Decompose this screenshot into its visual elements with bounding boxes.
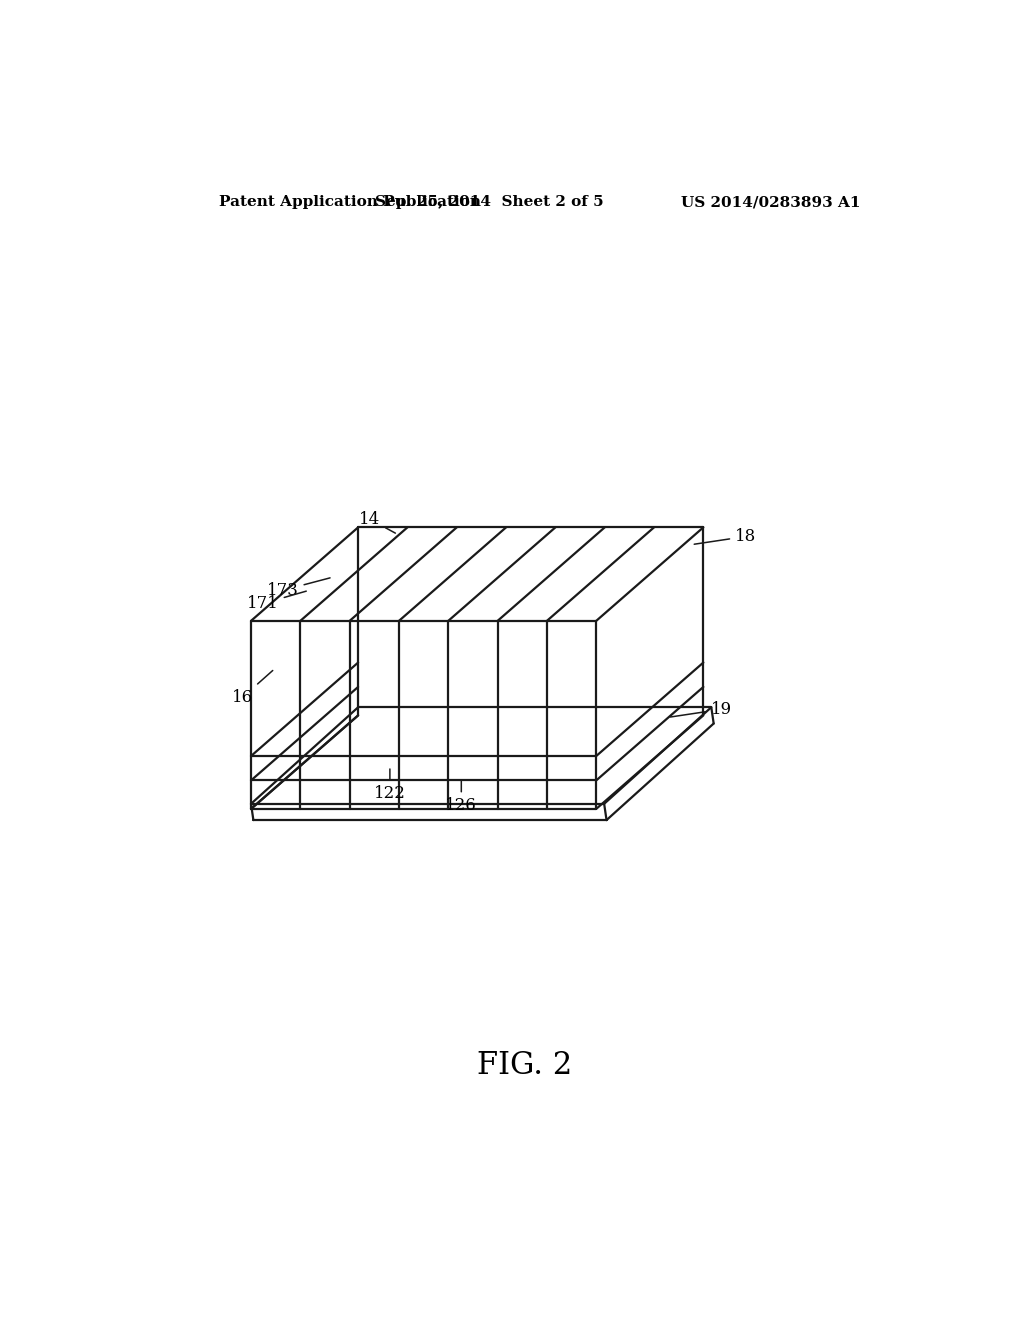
Text: Patent Application Publication: Patent Application Publication — [219, 195, 481, 209]
Text: 171: 171 — [247, 591, 306, 612]
Text: 14: 14 — [359, 511, 395, 533]
Text: 18: 18 — [694, 528, 757, 545]
Text: 173: 173 — [266, 578, 330, 599]
Text: 122: 122 — [374, 770, 406, 803]
Text: 19: 19 — [671, 701, 732, 718]
Text: 126: 126 — [445, 781, 477, 814]
Text: 16: 16 — [232, 671, 272, 706]
Text: FIG. 2: FIG. 2 — [477, 1049, 572, 1081]
Text: US 2014/0283893 A1: US 2014/0283893 A1 — [681, 195, 860, 209]
Text: Sep. 25, 2014  Sheet 2 of 5: Sep. 25, 2014 Sheet 2 of 5 — [375, 195, 603, 209]
